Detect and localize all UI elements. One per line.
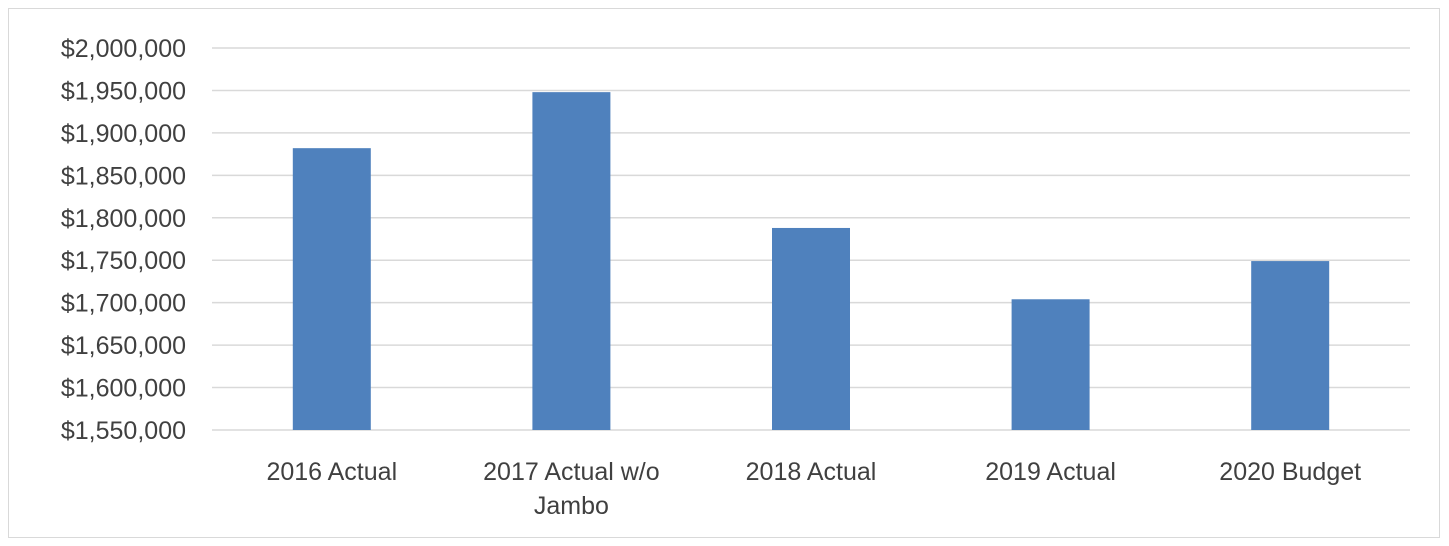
y-tick-label: $1,900,000 bbox=[61, 120, 186, 148]
x-tick-label-line: Jambo bbox=[534, 492, 609, 520]
y-axis-tick-labels: $1,550,000 $1,600,000 $1,650,000 $1,700,000… bbox=[61, 35, 186, 445]
bar bbox=[1251, 261, 1329, 430]
bar bbox=[532, 92, 610, 430]
y-tick-label: $1,850,000 bbox=[61, 162, 186, 190]
bars bbox=[293, 92, 1329, 430]
y-tick-label: $2,000,000 bbox=[61, 35, 186, 63]
x-tick-label: 2020 Budget bbox=[1219, 458, 1361, 486]
y-tick-label: $1,750,000 bbox=[61, 247, 186, 275]
x-tick-label-line: 2018 Actual bbox=[746, 458, 877, 486]
x-axis-tick-labels: 2016 Actual 2017 Actual w/o Jambo 2018 Actu… bbox=[266, 458, 1361, 520]
bar bbox=[772, 228, 850, 430]
x-tick-label: 2017 Actual w/o Jambo bbox=[483, 458, 660, 520]
y-tick-label: $1,650,000 bbox=[61, 332, 186, 360]
x-tick-label: 2019 Actual bbox=[985, 458, 1116, 486]
bar bbox=[1012, 299, 1090, 430]
x-tick-label: 2016 Actual bbox=[266, 458, 397, 486]
bar bbox=[293, 148, 371, 430]
x-tick-label-line: 2020 Budget bbox=[1219, 458, 1361, 486]
x-tick-label-line: 2016 Actual bbox=[266, 458, 397, 486]
y-tick-label: $1,600,000 bbox=[61, 375, 186, 403]
y-tick-label: $1,800,000 bbox=[61, 205, 186, 233]
x-tick-label-line: 2017 Actual w/o bbox=[483, 458, 660, 486]
y-tick-label: $1,700,000 bbox=[61, 290, 186, 318]
y-tick-label: $1,550,000 bbox=[61, 417, 186, 445]
y-tick-label: $1,950,000 bbox=[61, 77, 186, 105]
x-tick-label-line: 2019 Actual bbox=[985, 458, 1116, 486]
x-tick-label: 2018 Actual bbox=[746, 458, 877, 486]
